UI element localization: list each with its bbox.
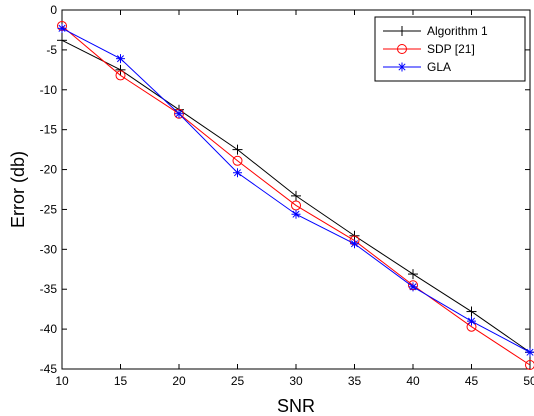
data-point (233, 168, 242, 178)
legend-item: GLA (383, 60, 451, 74)
x-tick-label: 45 (465, 374, 479, 388)
data-point (57, 23, 67, 33)
legend-marker (397, 62, 407, 72)
legend-marker (397, 44, 407, 54)
legend: Algorithm 1 SDP [21] GLA (374, 16, 526, 82)
y-tick-label: -35 (40, 282, 58, 296)
y-tick-label: -30 (40, 242, 58, 256)
legend-item: Algorithm 1 (383, 24, 488, 38)
data-point (525, 360, 534, 371)
legend-item: SDP [21] (383, 42, 475, 56)
x-tick-label: 40 (406, 374, 420, 388)
series-line (61, 25, 531, 366)
y-tick-label: -25 (40, 202, 58, 216)
data-point (467, 316, 476, 326)
data-point (291, 190, 301, 201)
x-tick-label: 50 (523, 374, 534, 388)
data-point (525, 347, 534, 357)
data-point (115, 70, 126, 81)
x-axis-label: SNR (277, 396, 315, 416)
data-point (174, 109, 184, 119)
data-point (408, 282, 418, 292)
data-point (57, 35, 67, 46)
x-tick-label: 15 (114, 374, 128, 388)
axis-ticks: 10 15 20 25 30 35 40 45 50 0 -5 -10 -15 -20 -25 -30 -35 -… (40, 3, 534, 388)
y-tick-label: 0 (50, 3, 57, 17)
y-axis-label: Error (db) (8, 151, 28, 228)
y-tick-label: -15 (40, 123, 58, 137)
x-tick-label: 30 (289, 374, 303, 388)
data-point (232, 155, 243, 166)
x-tick-label: 35 (348, 374, 362, 388)
x-tick-label: 25 (231, 374, 245, 388)
x-tick-label: 20 (172, 374, 186, 388)
y-tick-label: -40 (40, 322, 58, 336)
data-point (232, 144, 243, 155)
data-point (291, 209, 301, 219)
series-layer (57, 20, 534, 371)
legend-marker (397, 26, 407, 36)
y-tick-label: -45 (40, 362, 58, 376)
legend-label: GLA (427, 60, 451, 74)
data-point (116, 54, 125, 64)
y-tick-label: -5 (46, 43, 57, 57)
y-tick-label: -20 (40, 163, 58, 177)
data-point (466, 306, 477, 317)
y-tick-label: -10 (40, 83, 58, 97)
data-point (408, 269, 418, 280)
legend-label: Algorithm 1 (427, 24, 488, 38)
data-point (350, 239, 359, 249)
legend-label: SDP [21] (427, 42, 475, 56)
series-gla (57, 23, 534, 357)
x-tick-label: 10 (55, 374, 69, 388)
data-point (115, 64, 126, 75)
